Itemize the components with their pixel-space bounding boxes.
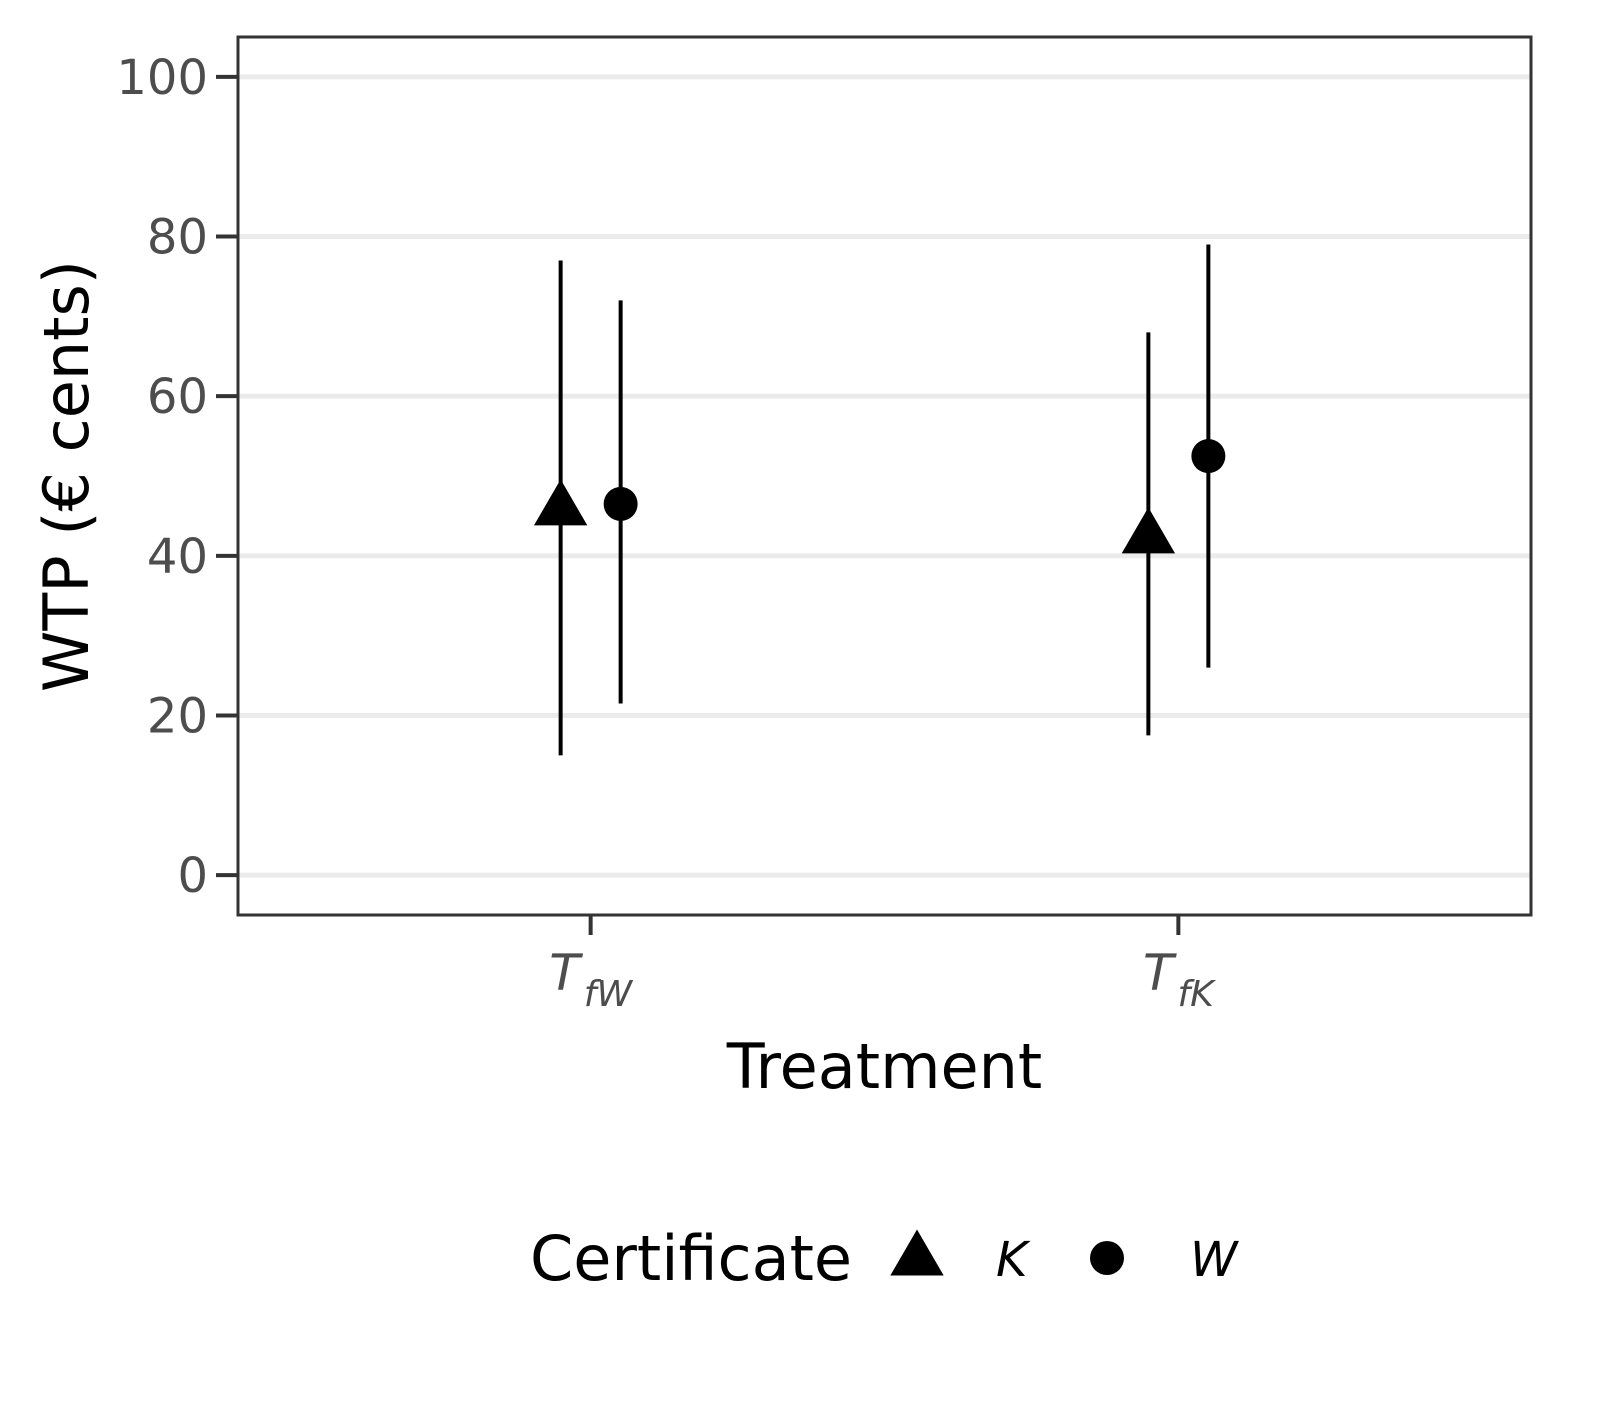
y-axis-title: WTP (€ cents): [30, 260, 103, 692]
x-tick-label-sub: fK: [1177, 974, 1216, 1015]
x-tick-label-sub: fW: [584, 974, 634, 1015]
data-point-triangle: [533, 479, 588, 526]
y-tick-label: 100: [116, 50, 208, 106]
legend-key-triangle: [890, 1229, 944, 1276]
data-point-triangle: [1121, 507, 1176, 554]
panel-border: [236, 35, 1533, 917]
data-layer: [533, 244, 1226, 756]
y-tick-label: 40: [147, 529, 208, 585]
x-tick-label-main: T: [1143, 944, 1177, 1002]
y-tick-label: 80: [147, 210, 208, 266]
legend-key-circle: [1090, 1241, 1124, 1275]
legend-title: Certificate: [530, 1222, 852, 1295]
legend-label: K: [996, 1232, 1031, 1288]
y-tick-label: 0: [177, 848, 208, 904]
y-tick-label: 60: [147, 369, 208, 425]
grid-layer: [238, 74, 1531, 878]
y-tick-label: 20: [147, 688, 208, 744]
data-point-circle: [603, 486, 638, 521]
x-tick-label-main: T: [549, 944, 583, 1002]
data-point-circle: [1191, 439, 1226, 474]
x-axis-title: Treatment: [726, 1030, 1042, 1103]
legend-label: W: [1190, 1232, 1239, 1288]
